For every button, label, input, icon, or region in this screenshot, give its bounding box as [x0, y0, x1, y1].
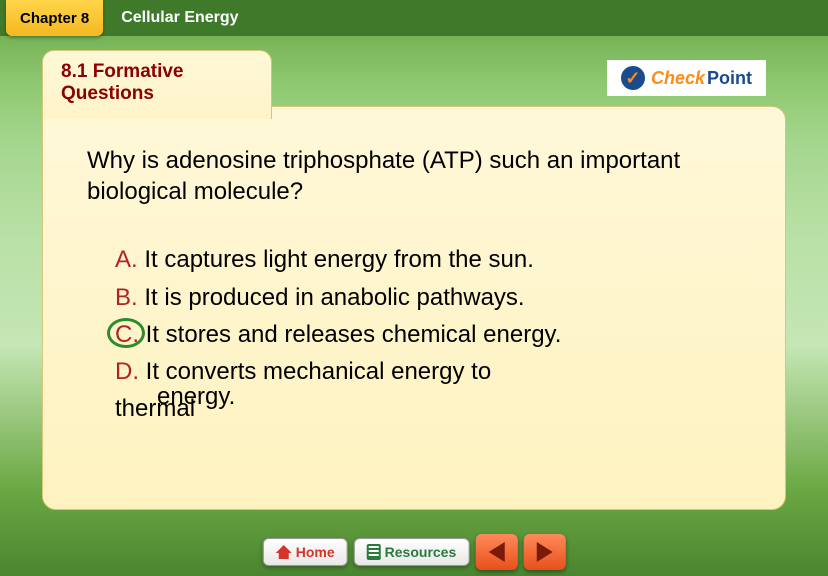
- checkpoint-text-point: Point: [707, 68, 752, 89]
- answer-text-overlap: energy.: [157, 378, 235, 415]
- correct-answer-circle-icon: [107, 318, 145, 348]
- answer-letter: B.: [115, 284, 138, 311]
- arrow-left-icon: [488, 542, 504, 562]
- home-label: Home: [296, 544, 335, 560]
- resources-icon: [367, 544, 381, 560]
- answer-option[interactable]: A. It captures light energy from the sun…: [115, 241, 741, 278]
- bottom-nav: Home Resources: [263, 534, 566, 570]
- prev-button[interactable]: [475, 534, 517, 570]
- question-text: Why is adenosine triphosphate (ATP) such…: [87, 145, 741, 207]
- card-body: Why is adenosine triphosphate (ATP) such…: [42, 106, 786, 510]
- answer-option[interactable]: B. It is produced in anabolic pathways.: [115, 279, 741, 316]
- checkpoint-badge: CheckPoint: [607, 60, 766, 96]
- answer-option[interactable]: C. It stores and releases chemical energ…: [115, 316, 741, 353]
- section-tab-label: 8.1 Formative Questions: [42, 50, 272, 119]
- answer-text: It is produced in anabolic pathways.: [138, 284, 525, 311]
- answer-letter: D.: [115, 358, 139, 385]
- home-icon: [276, 545, 292, 559]
- content-card: 8.1 Formative Questions CheckPoint Why i…: [42, 50, 786, 510]
- resources-button[interactable]: Resources: [354, 538, 470, 566]
- answer-list: A. It captures light energy from the sun…: [87, 241, 741, 427]
- checkpoint-icon: [621, 66, 645, 90]
- answer-text: It stores and releases chemical energy.: [139, 321, 561, 348]
- answer-letter: A.: [115, 246, 138, 273]
- checkpoint-text-check: Check: [651, 68, 705, 89]
- arrow-right-icon: [536, 542, 552, 562]
- header-bar: Chapter 8 Cellular Energy: [0, 0, 828, 36]
- answer-text: It captures light energy from the sun.: [138, 246, 534, 273]
- next-button[interactable]: [523, 534, 565, 570]
- answer-option-continued: thermal energy.: [115, 390, 741, 427]
- home-button[interactable]: Home: [263, 538, 348, 566]
- chapter-title: Cellular Energy: [103, 0, 256, 36]
- resources-label: Resources: [385, 544, 457, 560]
- chapter-badge: Chapter 8: [6, 0, 103, 36]
